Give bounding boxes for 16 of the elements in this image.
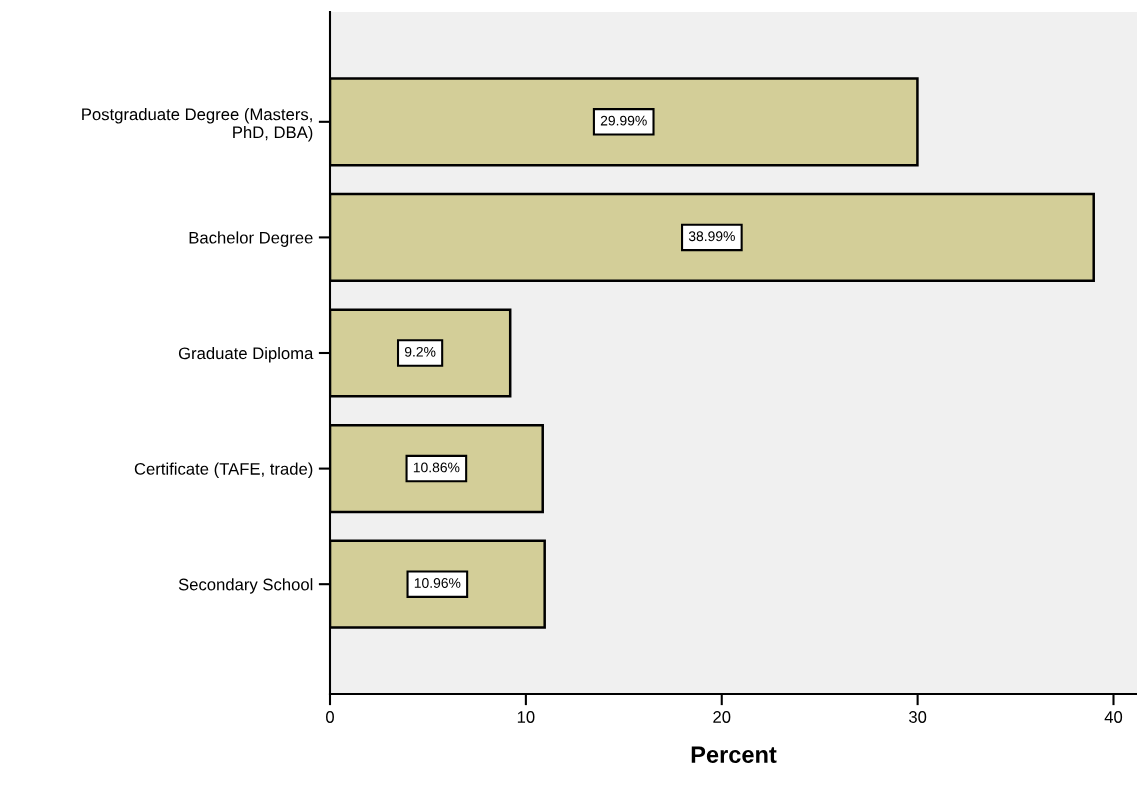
x-tick-label: 30 [908, 711, 927, 723]
y-tick-label: Bachelor Degree [189, 231, 313, 247]
x-tick-label: 20 [713, 711, 731, 723]
data-label: 9.2% [404, 346, 436, 357]
y-tick-label: Graduate Diploma [178, 346, 314, 363]
x-tick-label: 0 [326, 711, 334, 723]
y-tick-label: Certificate (TAFE, trade) [134, 462, 313, 479]
data-label: 38.99% [688, 231, 735, 242]
data-label: 29.99% [600, 115, 647, 126]
data-label: 10.96% [414, 578, 461, 588]
y-tick-label: Secondary School [178, 578, 313, 594]
x-tick-label: 10 [517, 711, 535, 723]
y-tick-label: Postgraduate Degree (Masters, PhD, DBA) [82, 108, 313, 142]
data-label: 10.86% [413, 462, 460, 473]
x-tick-label: 40 [1104, 711, 1123, 723]
x-axis-title: Percent [691, 746, 777, 763]
